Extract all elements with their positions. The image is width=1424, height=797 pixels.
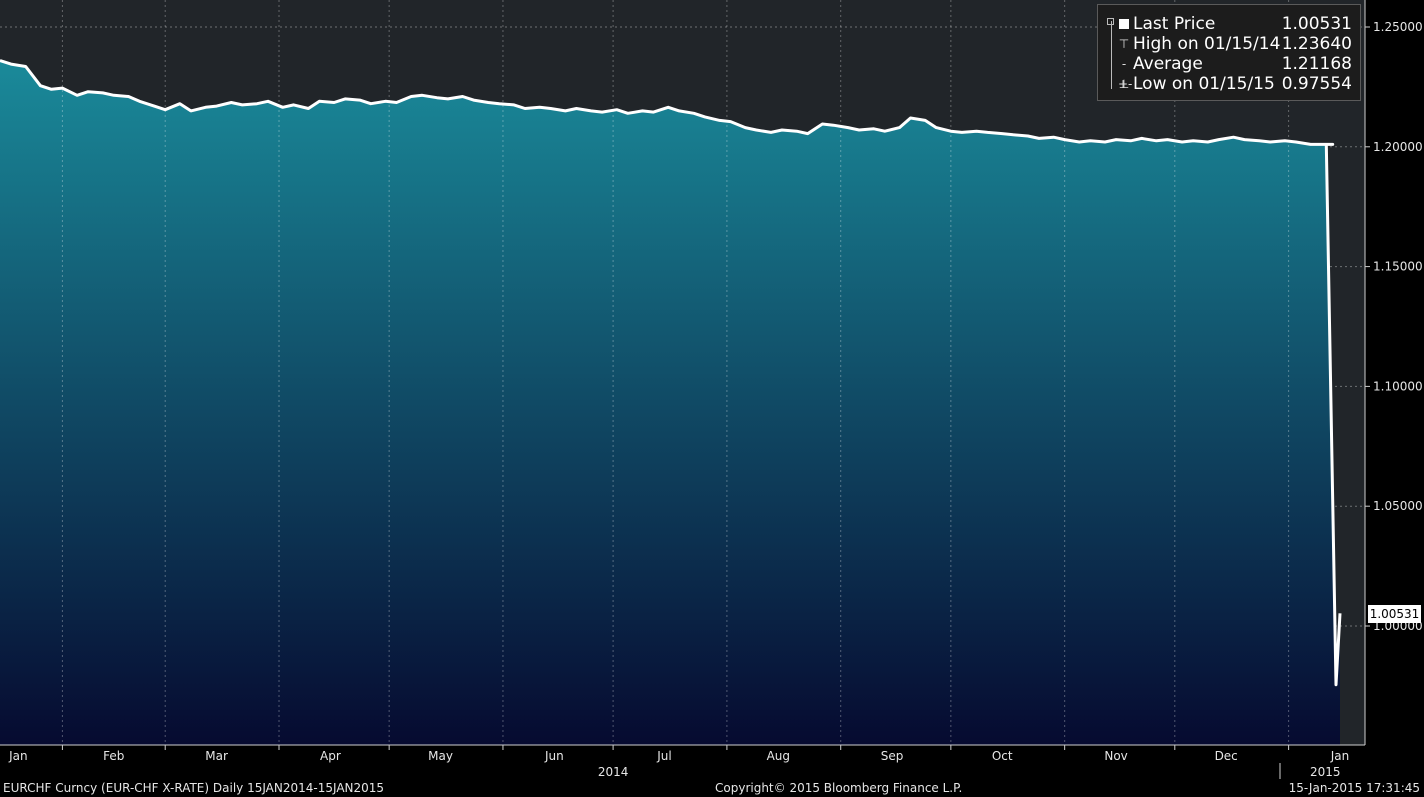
average-marker-icon: -+- bbox=[1118, 57, 1133, 91]
legend-row-low: ⊥ Low on 01/15/15 0.97554 bbox=[1098, 74, 1360, 94]
x-tick-label: Jan bbox=[1330, 749, 1350, 763]
legend-value: 1.00531 bbox=[1281, 14, 1352, 34]
x-tick-label: Apr bbox=[320, 749, 341, 763]
legend-label: Last Price bbox=[1133, 14, 1216, 34]
x-tick-label: Sep bbox=[881, 749, 904, 763]
x-tick-label: Oct bbox=[992, 749, 1013, 763]
y-tick-label: 1.05000 bbox=[1373, 499, 1423, 513]
legend-value: 1.21168 bbox=[1281, 54, 1352, 74]
x-tick-label: Jul bbox=[656, 749, 671, 763]
legend-value: 1.23640 bbox=[1281, 34, 1352, 54]
y-tick-label: 1.10000 bbox=[1373, 379, 1423, 393]
legend-row-average: -+- Average 1.21168 bbox=[1098, 54, 1360, 91]
x-tick-label: Feb bbox=[103, 749, 124, 763]
x-ticks: Jan Feb Mar Apr May Jun Jul Aug Sep Oct Nov Dec Jan 2… bbox=[8, 745, 1349, 779]
legend-label: High on 01/15/14 bbox=[1133, 34, 1281, 54]
x-tick-label: Aug bbox=[767, 749, 790, 763]
price-area bbox=[0, 60, 1340, 745]
y-tick-label: 1.15000 bbox=[1373, 260, 1423, 274]
last-price-tag: 1.00531 bbox=[1368, 605, 1421, 623]
x-tick-label: May bbox=[428, 749, 453, 763]
legend: Last Price 1.00531 ⊤ High on 01/15/14 1.… bbox=[1097, 4, 1361, 101]
year-label: 2015 bbox=[1310, 765, 1341, 779]
low-marker-icon: ⊥ bbox=[1118, 77, 1130, 91]
legend-label: Average bbox=[1133, 54, 1203, 74]
legend-value: 0.97554 bbox=[1281, 74, 1352, 94]
legend-row-last-price: Last Price 1.00531 bbox=[1098, 14, 1360, 34]
x-tick-label: Nov bbox=[1104, 749, 1127, 763]
x-tick-label: Jan bbox=[8, 749, 28, 763]
x-tick-label: Mar bbox=[205, 749, 228, 763]
legend-label: Low on 01/15/15 bbox=[1133, 74, 1275, 94]
x-tick-label: Jun bbox=[544, 749, 564, 763]
price-line bbox=[0, 59, 1342, 687]
y-tick-label: 1.25000 bbox=[1373, 20, 1423, 34]
footer-ticker-info: EURCHF Curncy (EUR-CHF X-RATE) Daily 15J… bbox=[3, 781, 385, 795]
footer-timestamp: 15-Jan-2015 17:31:45 bbox=[1288, 781, 1420, 795]
legend-row-high: ⊤ High on 01/15/14 1.23640 bbox=[1098, 34, 1360, 54]
legend-collapse-icon[interactable] bbox=[1107, 18, 1114, 25]
legend-tree-line bbox=[1111, 21, 1112, 89]
y-ticks: 1.250001.200001.150001.100001.050001.000… bbox=[1365, 20, 1423, 633]
high-marker-icon: ⊤ bbox=[1118, 37, 1130, 51]
y-tick-label: 1.20000 bbox=[1373, 140, 1423, 154]
vertical-grid bbox=[61, 0, 1290, 745]
last-price-square-icon bbox=[1119, 19, 1129, 29]
x-tick-label: Dec bbox=[1215, 749, 1238, 763]
year-label: 2014 bbox=[598, 765, 629, 779]
footer-copyright: Copyright© 2015 Bloomberg Finance L.P. bbox=[715, 781, 963, 795]
